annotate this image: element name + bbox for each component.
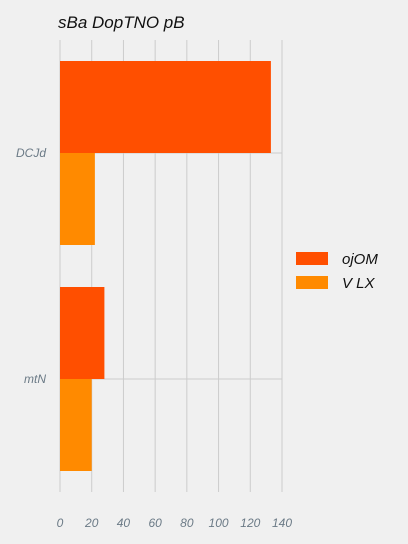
axis-labels: 0 20 40 60 80 100 120 140 DCJd mtN [16,146,292,530]
bar-ojom-dcjd [60,61,271,153]
x-tick-label: 20 [84,516,99,530]
legend-label-v-lx: V LX [342,275,376,292]
x-tick-label: 140 [272,516,292,530]
legend: ojOM V LX [296,251,378,292]
bar-v-lx-dcjd [60,153,95,245]
y-tick-label: mtN [24,372,46,386]
bar-v-lx-mtn [60,379,92,471]
bar-group [60,61,271,471]
legend-label-ojom: ojOM [342,251,378,268]
x-tick-label: 120 [240,516,260,530]
legend-swatch-ojom [296,252,328,265]
bar-ojom-mtn [60,287,105,379]
x-tick-label: 60 [148,516,162,530]
x-tick-label: 0 [57,516,64,530]
y-tick-label: DCJd [16,146,46,160]
legend-swatch-v-lx [296,276,328,289]
chart-title: sBa DopTNO pB [58,13,185,32]
x-tick-label: 80 [180,516,194,530]
x-tick-label: 100 [209,516,229,530]
x-tick-label: 40 [117,516,131,530]
